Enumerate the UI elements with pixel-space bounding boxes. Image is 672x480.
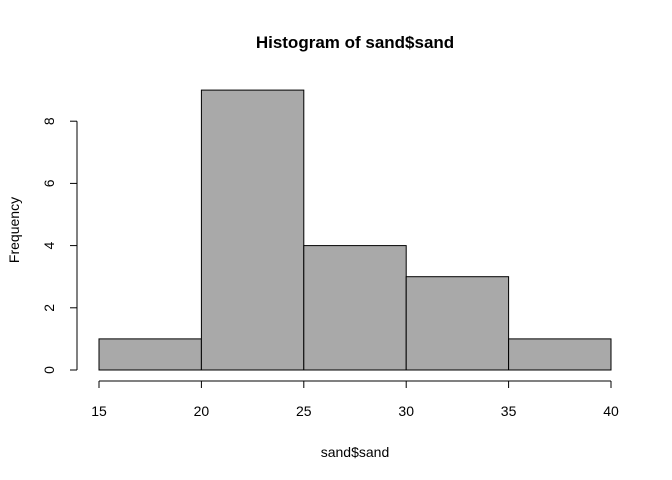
x-axis: 15 20 25 30 35 40 xyxy=(91,380,619,419)
y-tick-label-2: 4 xyxy=(41,241,57,249)
bars-group xyxy=(98,89,612,371)
y-axis-label: Frequency xyxy=(6,197,22,263)
x-tick-label-5: 40 xyxy=(603,403,619,419)
y-tick-label-0: 0 xyxy=(41,366,57,374)
histogram-bar-4 xyxy=(508,338,612,371)
x-tick-label-1: 20 xyxy=(194,403,210,419)
x-axis-label: sand$sand xyxy=(321,444,390,460)
histogram-bar-3 xyxy=(405,276,510,371)
y-tick-label-4: 8 xyxy=(41,117,57,125)
x-tick-label-4: 35 xyxy=(501,403,517,419)
chart-title: Histogram of sand$sand xyxy=(256,33,454,52)
x-tick-label-3: 30 xyxy=(398,403,414,419)
y-tick-label-3: 6 xyxy=(41,179,57,187)
histogram-bar-0 xyxy=(98,338,202,371)
y-axis: 0 2 4 6 8 xyxy=(41,117,78,374)
x-tick-label-2: 25 xyxy=(296,403,312,419)
histogram-bar-1 xyxy=(200,89,305,371)
x-tick-label-0: 15 xyxy=(91,403,107,419)
y-tick-label-1: 2 xyxy=(41,304,57,312)
histogram-bar-2 xyxy=(303,245,407,371)
